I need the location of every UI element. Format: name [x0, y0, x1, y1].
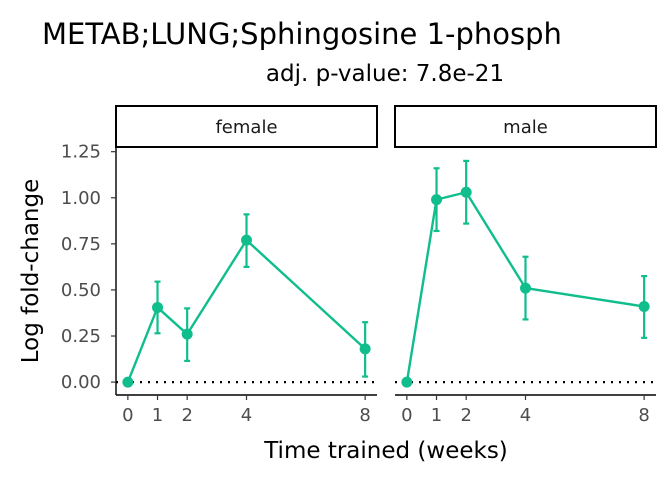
panel-female: female 0 1 2 4 8 — [115, 105, 378, 426]
x-tick-label: 4 — [520, 405, 531, 426]
y-tick-label: 0.75 — [61, 234, 101, 255]
x-tick-label: 0 — [122, 405, 133, 426]
facet-strip-male — [394, 105, 657, 148]
panel-male: male 0 1 2 4 8 — [394, 105, 657, 426]
facet-strip-female — [115, 105, 378, 148]
facet-label-female: female — [215, 117, 277, 138]
x-tick-label: 8 — [359, 405, 370, 426]
x-tick-label: 2 — [181, 405, 192, 426]
data-point — [181, 328, 193, 340]
data-point — [520, 282, 531, 294]
y-tick-label: 1.25 — [61, 142, 101, 163]
y-tick-label: 0.50 — [61, 280, 101, 301]
y-tick-label: 0.25 — [61, 326, 101, 347]
x-tick-label: 1 — [152, 405, 163, 426]
chart-subtitle: adj. p-value: 7.8e-21 — [266, 61, 504, 87]
y-tick-label: 0.00 — [61, 372, 101, 393]
chart-title: METAB;LUNG;Sphingosine 1-phosph — [42, 17, 562, 51]
y-axis-title: Log fold-change — [18, 179, 44, 364]
data-point — [638, 301, 650, 313]
data-point — [460, 186, 472, 198]
x-tick-label: 0 — [401, 405, 412, 426]
y-tick-label: 1.00 — [61, 188, 101, 209]
x-tick-label: 1 — [431, 405, 442, 426]
data-point — [401, 376, 413, 388]
data-point — [122, 376, 134, 388]
data-point — [152, 301, 164, 313]
x-tick-label: 4 — [241, 405, 252, 426]
y-axis: 0.00 0.25 0.50 0.75 1.00 1.25 — [61, 142, 117, 395]
facet-label-male: male — [503, 117, 548, 138]
data-point — [241, 234, 252, 246]
data-point — [431, 194, 443, 206]
x-tick-label: 8 — [638, 405, 649, 426]
x-tick-label: 2 — [460, 405, 471, 426]
data-point — [359, 343, 371, 355]
x-axis-title: Time trained (weeks) — [263, 438, 508, 464]
